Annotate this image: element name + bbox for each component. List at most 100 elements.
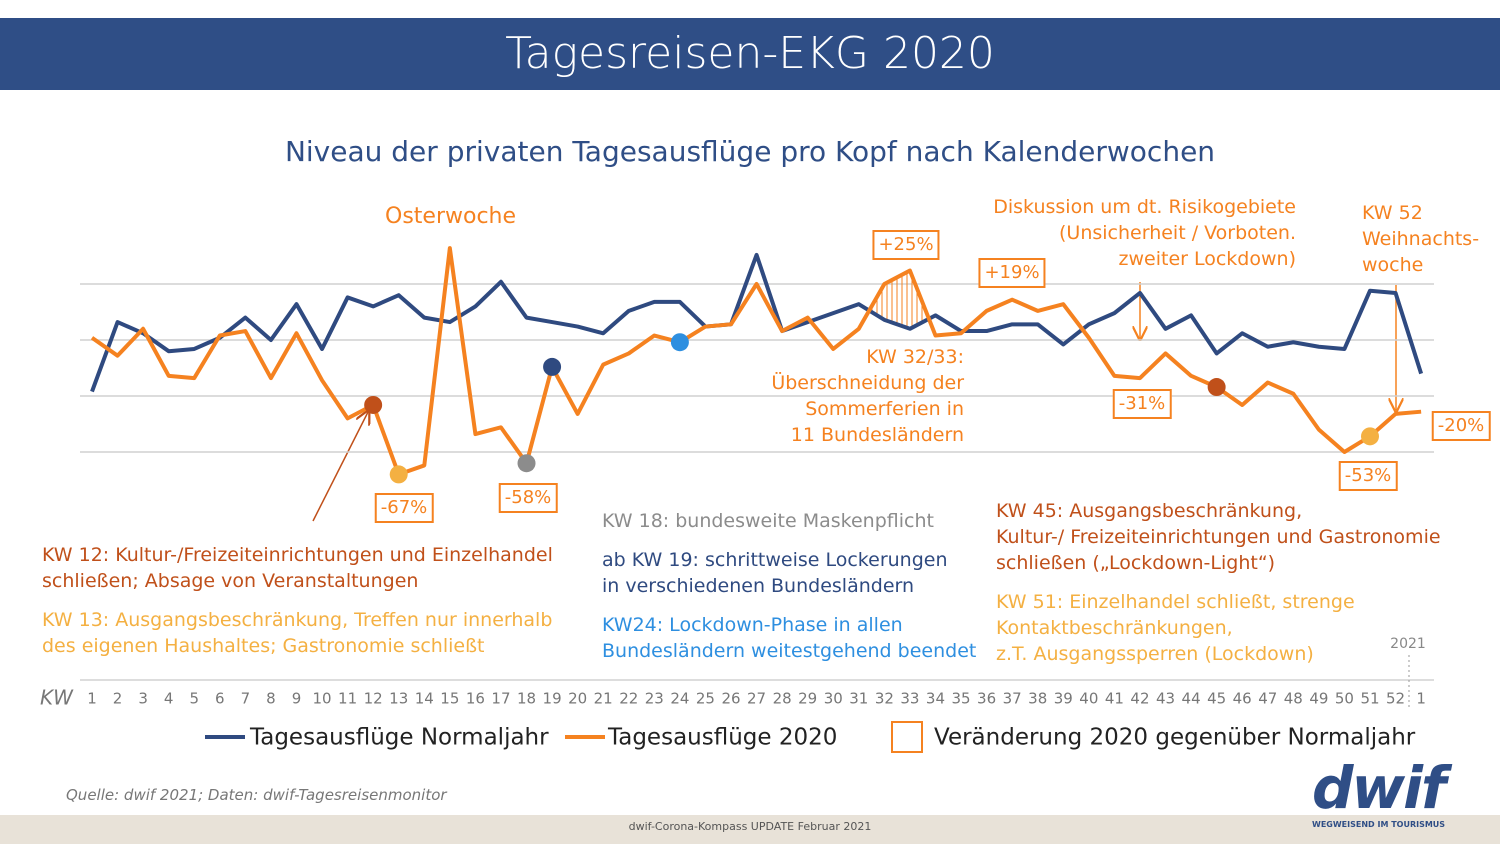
event-marker [364,395,383,414]
annotation: KW 12: Kultur-/Freizeiteinrichtungen und… [42,542,553,594]
annotation-line: woche [1362,254,1424,276]
x-tick-label: 20 [568,690,587,708]
x-tick-label: 32 [875,690,894,708]
annotation-line: Osterwoche [385,204,517,229]
series-line [90,252,1424,393]
event-marker [543,357,562,376]
event-marker [670,333,689,352]
x-tick-label: 43 [1156,690,1175,708]
x-tick-label: 7 [241,690,251,708]
annotation: KW 13: Ausgangsbeschränkung, Treffen nur… [42,607,552,659]
arrow [312,412,368,522]
x-tick-label: 30 [824,690,843,708]
x-tick-label: 11 [338,690,357,708]
x-tick-label: 21 [594,690,613,708]
annotation-line: KW 32/33: [866,346,964,368]
logo: dwif [1312,754,1446,822]
x-tick-label: 36 [977,690,996,708]
x-tick-label: 26 [721,690,740,708]
x-tick-label: 8 [266,690,276,708]
x-tick-label: 10 [312,690,331,708]
change-label: -67% [374,493,434,523]
x-tick-label: 1 [1416,690,1426,708]
annotation-line: schließen; Absage von Veranstaltungen [42,570,419,592]
x-tick-label: 45 [1207,690,1226,708]
logo-tagline: WEGWEISEND IM TOURISMUS [1312,820,1446,829]
annotation-line: KW24: Lockdown-Phase in allen [602,614,903,636]
x-tick-label: 51 [1360,690,1379,708]
header-title: Tagesreisen-EKG 2020 [0,18,1500,90]
x-tick-label: 15 [440,690,459,708]
annotation-line: Überschneidung der [771,372,964,394]
x-tick-label: 16 [466,690,485,708]
annotation: ab KW 19: schrittweise Lockerungen in ver… [602,547,948,599]
x-tick-label: 28 [773,690,792,708]
annotation-line: KW 12: Kultur-/Freizeiteinrichtungen und… [42,544,553,566]
annotation-line: ab KW 19: schrittweise Lockerungen [602,549,948,571]
year-label: 2021 [1390,636,1426,652]
annotation: KW 18: bundesweite Maskenpflicht [602,508,934,534]
event-marker [1207,378,1226,397]
event-marker [1361,427,1379,446]
x-tick-label: 18 [517,690,536,708]
footer: dwif-Corona-Kompass UPDATE Februar 2021 [628,820,872,833]
x-tick-label: 39 [1054,690,1073,708]
annotation-line: Kultur-/ Freizeiteinrichtungen und Gastr… [996,526,1441,548]
annotation-line: Bundesländern weitestgehend beendet [602,640,977,662]
x-tick-label: 1 [87,690,97,708]
annotation-line: Diskussion um dt. Risikogebiete [993,196,1296,218]
x-tick-label: 46 [1233,690,1252,708]
x-tick-label: 50 [1335,690,1354,708]
x-tick-label: 27 [747,690,766,708]
x-tick-label: 17 [491,690,510,708]
x-tick-label: 49 [1309,690,1328,708]
chart-title: Niveau der privaten Tagesausflüge pro Ko… [285,135,1215,168]
x-tick-label: 34 [926,690,945,708]
legend-swatch [891,721,923,753]
x-tick-label: 13 [389,690,408,708]
x-tick-label: 41 [1105,690,1124,708]
x-tick-label: 44 [1182,690,1201,708]
x-tick-label: 38 [1028,690,1047,708]
x-tick-label: 22 [619,690,638,708]
annotation: KW 51: Einzelhandel schließt, strenge Kon… [996,589,1355,667]
x-tick-label: 23 [645,690,664,708]
x-tick-label: 52 [1386,690,1405,708]
annotation: KW 32/33: Überschneidung der Sommerferien … [771,344,964,448]
annotation: KW24: Lockdown-Phase in allen Bundeslände… [602,612,976,664]
x-tick-label: 42 [1130,690,1149,708]
x-tick-label: 5 [189,690,199,708]
annotation-line: KW 18: bundesweite Maskenpflicht [602,510,934,532]
x-tick-label: 29 [798,690,817,708]
annotation-line: (Unsicherheit / Vorboten. [1059,222,1296,244]
x-tick-label: 14 [415,690,434,708]
annotation-line: in verschiedenen Bundesländern [602,575,915,597]
annotation-line: KW 45: Ausgangsbeschränkung, [996,500,1303,522]
x-tick-label: 3 [138,690,148,708]
x-tick-label: 33 [900,690,919,708]
annotation-line: zweiter Lockdown) [1118,248,1296,270]
source: Quelle: dwif 2021; Daten: dwif-Tagesreis… [66,786,447,804]
x-tick-label: 19 [543,690,562,708]
change-label: +19% [978,258,1046,288]
change-label: -53% [1338,461,1398,491]
annotation-line: des eigenen Haushaltes; Gastronomie schl… [42,635,485,657]
x-tick-label: 6 [215,690,225,708]
x-tick-label: 47 [1258,690,1277,708]
annotation: KW 45: Ausgangsbeschränkung, Kultur-/ Fre… [996,498,1441,576]
annotation: Osterwoche [385,204,516,230]
annotation-line: Sommerferien in [805,398,964,420]
legend-label: Tagesausflüge 2020 [607,725,837,751]
annotation: Diskussion um dt. Risikogebiete (Unsicher… [993,194,1296,272]
annotation-line: KW 13: Ausgangsbeschränkung, Treffen nur… [42,609,553,631]
annotation-line: KW 51: Einzelhandel schließt, strenge [996,591,1355,613]
x-tick-label: 2 [113,690,123,708]
x-tick-label: 25 [696,690,715,708]
series-line [90,246,1422,477]
event-marker [517,454,536,473]
event-marker [389,465,408,484]
annotation-line: Kontaktbeschränkungen, [996,617,1233,639]
x-tick-label: 24 [670,690,689,708]
